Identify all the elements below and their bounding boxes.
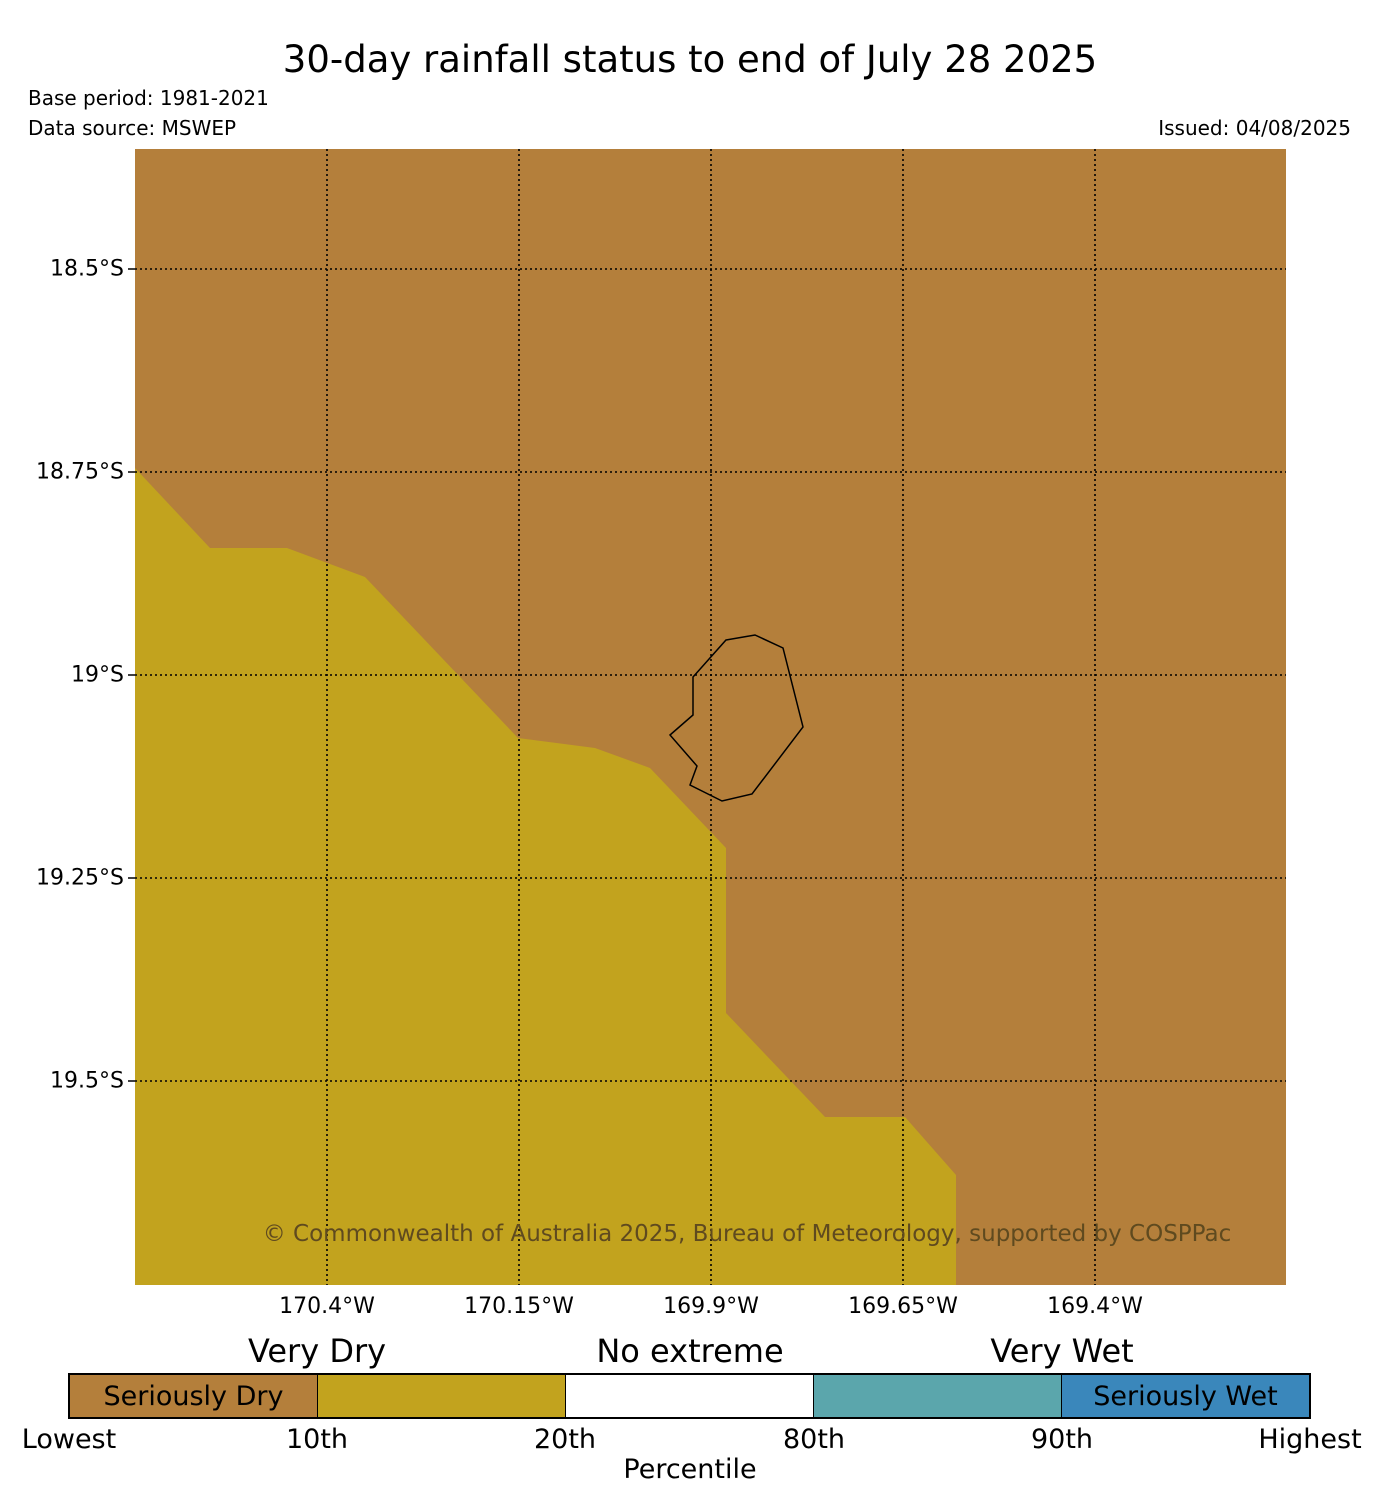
map-title: 30-day rainfall status to end of July 28… — [282, 38, 1098, 81]
legend-tick-highest: Highest — [1258, 1424, 1362, 1455]
legend-segment-very-dry — [318, 1375, 566, 1417]
lat-ticks — [128, 268, 135, 1082]
issued-date-label: Issued: 04/08/2025 — [1158, 116, 1351, 140]
lon-label-170-4: 170.4°W — [279, 1294, 375, 1319]
island-coastline — [668, 634, 804, 802]
lat-label-18-75: 18.75°S — [36, 459, 124, 485]
lat-label-19-5: 19.5°S — [50, 1068, 124, 1094]
lat-label-19-25: 19.25°S — [36, 865, 124, 891]
legend-segment-no-extreme — [566, 1375, 814, 1417]
percentile-axis-label: Percentile — [623, 1454, 757, 1485]
percentile-colorbar: Seriously Dry Seriously Wet — [68, 1373, 1311, 1419]
legend-tick-lowest: Lowest — [21, 1424, 117, 1455]
legend-category-very-dry: Very Dry — [247, 1332, 387, 1370]
legend-tick-90th: 90th — [1030, 1424, 1094, 1455]
legend-segment-seriously-wet: Seriously Wet — [1062, 1375, 1309, 1417]
graticule — [135, 149, 1286, 1285]
lon-label-169-65: 169.65°W — [848, 1294, 958, 1319]
lon-label-169-4: 169.4°W — [1047, 1294, 1143, 1319]
base-period-label: Base period: 1981-2021 — [28, 86, 269, 110]
legend-tick-10th: 10th — [285, 1424, 349, 1455]
rainfall-map: © Commonwealth of Australia 2025, Bureau… — [128, 149, 1286, 1285]
lat-label-19: 19°S — [71, 662, 124, 688]
legend-segment-very-wet — [814, 1375, 1062, 1417]
legend-tick-80th: 80th — [782, 1424, 846, 1455]
legend-segment-seriously-dry: Seriously Dry — [70, 1375, 318, 1417]
copyright-notice: © Commonwealth of Australia 2025, Bureau… — [263, 1221, 1232, 1247]
data-source-label: Data source: MSWEP — [28, 116, 237, 140]
legend-tick-20th: 20th — [533, 1424, 597, 1455]
lon-label-170-15: 170.15°W — [464, 1294, 574, 1319]
legend-category-very-wet: Very Wet — [990, 1332, 1134, 1370]
legend-category-no-extreme: No extreme — [596, 1332, 784, 1370]
lat-label-18-5: 18.5°S — [50, 256, 124, 282]
lon-label-169-9: 169.9°W — [663, 1294, 759, 1319]
